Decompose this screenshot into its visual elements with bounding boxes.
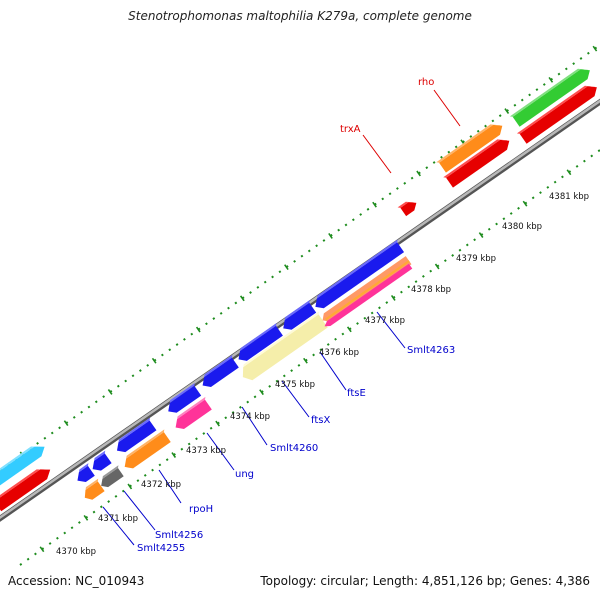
scale-tick-track <box>19 149 600 566</box>
feat-red-rho <box>443 139 510 188</box>
scale-label-4378: 4378 kbp <box>411 285 451 295</box>
leader-ftsE <box>319 351 347 391</box>
feat-red-2 <box>516 85 597 144</box>
gene-label-Smlt4260: Smlt4260 <box>270 443 318 454</box>
scale-major-tick-8 <box>390 294 396 301</box>
scale-major-tick-1 <box>83 514 89 521</box>
leader-ung <box>206 432 235 471</box>
feat-blue-6 <box>238 322 283 361</box>
outer-major-tick-13 <box>592 45 598 52</box>
scale-major-tick-2 <box>127 483 133 490</box>
gene-label-Smlt4263: Smlt4263 <box>407 345 455 356</box>
accession-text: Accession: NC_010943 <box>8 574 145 588</box>
scale-label-4376: 4376 kbp <box>319 348 359 358</box>
scale-label-4372: 4372 kbp <box>141 480 181 490</box>
feat-cyan-left <box>0 446 45 487</box>
outer-major-tick-11 <box>504 108 510 114</box>
scale-label-4370: 4370 kbp <box>56 547 96 557</box>
scale-label-4371: 4371 kbp <box>98 514 138 524</box>
leader-Smlt4256 <box>123 490 156 531</box>
feat-gray-4256 <box>101 465 124 488</box>
scale-major-tick-7 <box>346 326 352 333</box>
outer-major-tick-3 <box>151 357 157 364</box>
leader-trxA <box>362 134 392 174</box>
outer-major-tick-4 <box>195 326 201 333</box>
leader-rpoH <box>158 469 182 504</box>
scale-major-tick-12 <box>566 169 572 176</box>
feat-red-trxA <box>397 201 417 217</box>
outer-major-tick-1 <box>63 420 69 427</box>
outer-major-tick-7 <box>328 232 333 239</box>
scale-major-tick-0 <box>39 546 45 553</box>
feat-red-left <box>0 469 51 512</box>
feat-blue-1 <box>77 463 95 483</box>
feat-pink-ung <box>175 396 212 429</box>
gene-label-ung: ung <box>235 469 254 480</box>
genome-summary-text: Topology: circular; Length: 4,851,126 bp… <box>260 574 590 588</box>
scale-label-4373: 4373 kbp <box>186 446 226 456</box>
outer-major-tick-8 <box>372 201 377 208</box>
gene-label-ftsE: ftsE <box>347 388 366 399</box>
scale-label-4377: 4377 kbp <box>365 316 405 326</box>
feat-orange-rho <box>436 124 503 173</box>
scale-major-tick-5 <box>259 389 264 396</box>
leader-lines <box>102 89 461 546</box>
feat-orange-rpoH <box>124 429 171 469</box>
feat-blue-8 <box>315 239 405 309</box>
feat-blue-4 <box>168 382 202 413</box>
scale-label-4374: 4374 kbp <box>230 412 270 422</box>
leader-Smlt4260 <box>241 406 268 446</box>
scale-label-4379: 4379 kbp <box>456 254 496 264</box>
gene-label-ftsX: ftsX <box>311 415 330 426</box>
outer-major-tick-6 <box>284 264 289 271</box>
feat-salmon-4263 <box>322 256 412 322</box>
gene-label-rho: rho <box>418 77 434 88</box>
gene-labels: rpoH Smlt4256 Smlt4255 ung Smlt4260 ftsX… <box>137 77 455 554</box>
scale-label-4375: 4375 kbp <box>275 380 315 390</box>
major-ticks <box>19 45 598 553</box>
feat-green-1 <box>509 68 590 127</box>
feature-track <box>0 68 597 512</box>
feat-orange-4255 <box>84 478 105 500</box>
outer-major-tick-12 <box>548 76 554 83</box>
feat-blue-3 <box>116 417 157 453</box>
leader-rho <box>433 89 461 127</box>
gene-label-trxA: trxA <box>340 124 361 135</box>
outer-major-tick-5 <box>239 295 245 302</box>
outer-major-tick-9 <box>416 170 421 177</box>
scale-major-tick-10 <box>478 232 484 238</box>
feat-blue-7 <box>283 299 317 330</box>
scale-label-4380: 4380 kbp <box>502 222 542 232</box>
map-title: Stenotrophomonas maltophilia K279a, comp… <box>128 9 472 23</box>
feat-blue-5 <box>202 354 239 387</box>
outer-major-tick-2 <box>107 389 113 395</box>
scale-major-tick-6 <box>303 357 308 364</box>
feat-pink-4263 <box>324 263 413 327</box>
outer-tick-track <box>0 44 600 471</box>
leader-Smlt4255 <box>102 506 135 546</box>
scale-major-tick-9 <box>434 263 440 270</box>
scale-label-4381: 4381 kbp <box>549 192 589 202</box>
scale-major-tick-3 <box>171 452 177 458</box>
gene-label-rpoH: rpoH <box>189 504 213 515</box>
gene-label-Smlt4256: Smlt4256 <box>155 530 203 541</box>
gene-label-Smlt4255: Smlt4255 <box>137 543 185 554</box>
leader-Smlt4263 <box>376 311 406 349</box>
scale-labels: 4370 kbp 4371 kbp 4372 kbp 4373 kbp 4374… <box>56 192 589 557</box>
feat-yellow-ftsE <box>242 311 328 381</box>
feat-blue-2 <box>92 450 112 471</box>
scale-major-tick-4 <box>215 420 220 427</box>
scale-major-tick-11 <box>522 200 528 207</box>
leader-ftsX <box>281 380 310 418</box>
